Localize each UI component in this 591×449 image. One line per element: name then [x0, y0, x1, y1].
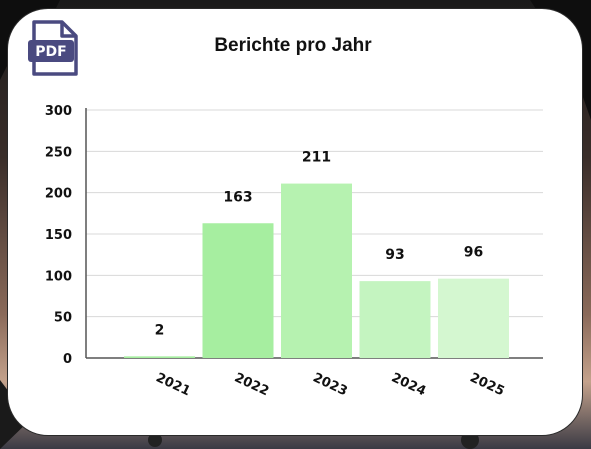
x-tick-label: 2024 [389, 370, 428, 399]
y-tick-label: 300 [45, 104, 72, 119]
x-tick-label: 2021 [153, 370, 192, 399]
y-tick-label: 250 [45, 145, 72, 160]
y-tick-label: 0 [63, 352, 72, 367]
data-label-2022: 163 [223, 189, 252, 205]
y-tick-label: 50 [54, 311, 72, 326]
y-tick-label: 100 [45, 269, 72, 284]
x-tick-label: 2025 [467, 370, 506, 399]
bar-2025 [438, 278, 509, 358]
bar-2022 [202, 223, 274, 358]
data-label-2023: 211 [302, 150, 331, 166]
y-tick-label: 150 [45, 228, 72, 243]
pdf-download-icon[interactable]: PDF [28, 20, 80, 78]
data-label-2025: 96 [464, 245, 483, 261]
bar-2024 [359, 281, 431, 358]
chart-title: Berichte pro Jahr [214, 35, 372, 56]
bar-2023 [281, 183, 352, 358]
x-tick-label: 2023 [310, 370, 349, 399]
x-tick-label: 2022 [232, 370, 271, 399]
data-label-2021: 2 [155, 322, 165, 338]
pdf-icon-label: PDF [35, 44, 66, 60]
bar-2021 [124, 356, 195, 358]
data-label-2024: 93 [385, 247, 404, 263]
y-tick-label: 200 [45, 187, 72, 202]
